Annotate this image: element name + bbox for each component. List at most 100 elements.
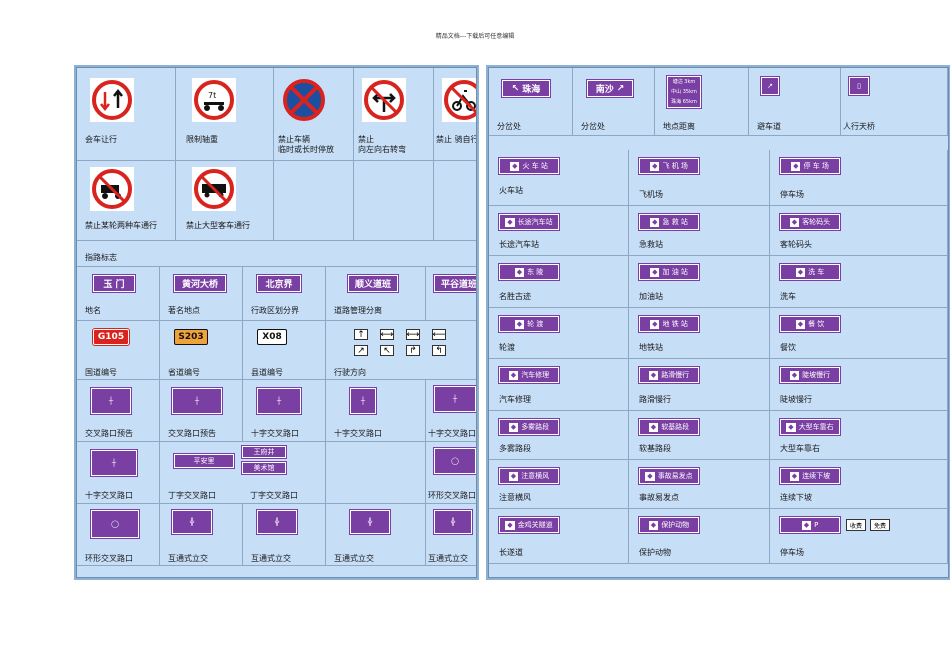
arrow-up-icon: ↑	[354, 329, 368, 340]
label: 软基路段	[639, 444, 671, 453]
label: 十字交叉路口	[334, 429, 382, 438]
service-cell: ◆ 停 车 场停车场	[770, 150, 948, 206]
junction-preview-sign: ┼	[171, 387, 223, 415]
cell-landmark: 黄河大桥 著名地点	[160, 267, 243, 321]
service-sign: ◆ 路滑慢行	[638, 366, 700, 384]
cell-roundabout: ◯ 环形交叉路口	[426, 442, 476, 504]
service-sign-label: 飞 机 场	[662, 162, 688, 170]
service-icon: ◆	[789, 217, 800, 227]
cell-junction: ┼ 十字交叉路口	[426, 380, 476, 442]
service-icon: ◆	[650, 267, 660, 277]
label: 火车站	[499, 186, 523, 195]
label: 长途汽车站	[499, 240, 539, 249]
escape-lane-icon: ↗	[760, 76, 780, 96]
left-sign-table: 会车让行 7t 限制轴重 禁止车辆 临时或长时停放 禁止 向左向右转弯	[76, 67, 477, 578]
parking-tag: 免费	[870, 519, 890, 531]
service-sign-label: 轮 渡	[527, 320, 544, 328]
service-sign-label: 陡坡慢行	[802, 371, 831, 379]
label: 分岔处	[581, 122, 605, 131]
service-sign-label: 注意横风	[521, 472, 550, 480]
label: 保护动物	[639, 548, 671, 557]
arrow-both-icon: ⟷	[380, 329, 394, 340]
service-sign: ◆ 轮 渡	[498, 315, 560, 333]
cell-empty	[354, 161, 434, 241]
road-mgmt-sign: 顺义道班	[347, 274, 399, 293]
distance-line: 珠海 65km	[671, 99, 697, 105]
label: 互通式立交	[428, 554, 468, 563]
roundabout-sign: ◯	[90, 509, 140, 539]
t-junction-label: 王府井	[253, 448, 275, 456]
service-cell: ◆ 急 救 站急救站	[629, 206, 770, 256]
parking-tag: 收费	[846, 519, 866, 531]
t-junction-label: 美术馆	[253, 464, 275, 472]
service-icon: ◆	[505, 520, 515, 530]
service-icon: ◆	[514, 267, 525, 277]
service-sign-label: 停 车 场	[803, 162, 829, 170]
t-junction-sign: 美术馆	[241, 461, 287, 475]
service-cell: ◆ 洗 车洗车	[770, 256, 948, 308]
label: 行政区划分界	[251, 306, 299, 315]
service-sign-label: 急 救 站	[662, 218, 688, 226]
service-cell: ◆ 餐 饮餐饮	[770, 308, 948, 359]
service-cell: ◆ 多雾路段 多雾路段	[489, 411, 629, 460]
label: 国道编号	[85, 368, 117, 377]
service-sign-label: 长途汽车站	[517, 218, 553, 226]
page-header: 精品文档---下载后可任意编辑	[435, 33, 515, 40]
crossroad-sign: ┼	[433, 385, 476, 413]
cell-interchange: ╬ 互通式立交	[160, 504, 243, 566]
service-sign: ◆ 保护动物	[638, 516, 700, 534]
service-cell: ◆ 汽车修理 汽车修理	[489, 359, 629, 411]
cell-provincial: S203 省道编号	[160, 321, 243, 380]
service-sign-label: 金鸡关隧道	[517, 521, 553, 529]
arrow-up-left-icon: ↖	[511, 83, 520, 94]
label: 互通式立交	[168, 554, 208, 563]
cell-boundary: 北京界 行政区划分界	[243, 267, 326, 321]
service-cell: ◆ 事故易发点 事故易发点	[629, 460, 770, 509]
service-cell: ◆ 地 铁 站地铁站	[629, 308, 770, 359]
service-sign: ◆ 软基路段	[638, 418, 700, 436]
label: 大型车靠右	[780, 444, 820, 453]
service-sign: ◆ 加 油 站	[638, 263, 700, 281]
service-icon: ◆	[645, 471, 655, 481]
arrow-up-right-icon: ↗	[354, 345, 368, 356]
cell-empty	[274, 161, 354, 241]
service-cell: ◆ 飞 机 场飞机场	[629, 150, 770, 206]
label: 路滑慢行	[639, 395, 671, 404]
label: 行驶方向	[334, 368, 366, 377]
no-large-bus-icon	[192, 167, 236, 211]
right-sign-table: ↖ 珠海 分岔处 南沙 ↗ 分岔处 塘沽 3km 中山 35km 珠海 65km 地…	[488, 67, 949, 578]
cell-distance: 塘沽 3km 中山 35km 珠海 65km 地点距离	[655, 68, 749, 136]
label: 著名地点	[168, 306, 200, 315]
label: 急救站	[639, 240, 663, 249]
yield-oncoming-icon	[90, 78, 134, 122]
label: 禁止大型客车通行	[186, 221, 250, 230]
section-title-row: 指路标志	[77, 241, 476, 267]
cell-roundabout: ◯ 环形交叉路口	[77, 504, 160, 566]
boundary-sign: 北京界	[256, 274, 302, 293]
fork-sign: ↖ 珠海	[501, 79, 551, 98]
service-sign-label: 多雾路段	[521, 423, 550, 431]
cell-empty	[434, 161, 476, 241]
cell-no-parking: 禁止车辆 临时或长时停放	[274, 68, 354, 161]
label: 汽车修理	[499, 395, 531, 404]
service-sign: ◆ 停 车 场	[779, 157, 841, 175]
service-sign: ◆ 地 铁 站	[638, 315, 700, 333]
service-sign: ◆ 洗 车	[779, 263, 841, 281]
service-cell: ◆ 路滑慢行路滑慢行	[629, 359, 770, 411]
service-sign: ◆ 事故易发点	[638, 467, 700, 485]
no-left-right-turn-icon	[362, 78, 406, 122]
label: 十字交叉路口	[428, 429, 476, 438]
service-icon: ◆	[508, 370, 519, 380]
service-cell: ◆ 保护动物保护动物	[629, 509, 770, 564]
service-sign-label: 洗 车	[808, 268, 825, 276]
axle-limit-icon: 7t	[192, 78, 236, 122]
service-icon: ◆	[510, 161, 520, 171]
place-name-sign: 玉 门	[92, 274, 136, 293]
service-sign: ◆ 火 车 站	[498, 157, 560, 175]
roundabout-sign: ◯	[433, 447, 476, 475]
label: 十字交叉路口	[251, 429, 299, 438]
junction-preview-sign: ┼	[90, 387, 132, 415]
service-icon: ◆	[508, 422, 519, 432]
fork-sign: 南沙 ↗	[586, 79, 634, 98]
label: 避车道	[757, 122, 781, 131]
